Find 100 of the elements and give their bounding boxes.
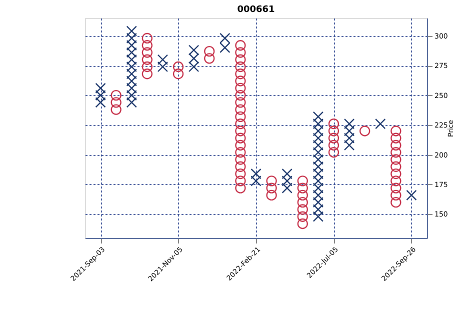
- point: [312, 176, 324, 186]
- point: [390, 190, 402, 201]
- point: [328, 118, 340, 130]
- point: [390, 168, 402, 180]
- point: [110, 104, 122, 115]
- point: [204, 53, 215, 64]
- point: [220, 42, 230, 54]
- point: [282, 176, 292, 186]
- point: [390, 154, 402, 165]
- point: [110, 97, 122, 108]
- point: [359, 126, 370, 136]
- point: [235, 161, 246, 172]
- point: [390, 176, 402, 186]
- point: [126, 40, 137, 51]
- point: [406, 190, 417, 201]
- point: [390, 182, 402, 194]
- point: [126, 68, 137, 80]
- point: [235, 111, 246, 122]
- point: [328, 147, 340, 158]
- point: [95, 97, 106, 108]
- point: [344, 140, 355, 151]
- point: [312, 147, 324, 158]
- point: [235, 61, 246, 72]
- point: [266, 176, 277, 186]
- point: [312, 182, 324, 194]
- point: [312, 168, 324, 180]
- point: [282, 182, 292, 194]
- point: [312, 154, 324, 165]
- point: [126, 90, 137, 101]
- point: [312, 111, 324, 122]
- point: [204, 46, 215, 57]
- point: [250, 176, 262, 186]
- point: [157, 61, 168, 72]
- point: [126, 47, 137, 58]
- point: [188, 44, 200, 56]
- point: [328, 140, 340, 151]
- point: [235, 76, 246, 86]
- point: [235, 118, 246, 130]
- point: [390, 196, 402, 208]
- point: [328, 132, 340, 144]
- point: [235, 168, 246, 180]
- point: [312, 126, 324, 136]
- point: [344, 126, 355, 136]
- point: [126, 97, 137, 108]
- point: [220, 32, 230, 44]
- point: [312, 161, 324, 172]
- point: [235, 90, 246, 101]
- point: [312, 132, 324, 144]
- point: [250, 168, 262, 180]
- point: [390, 140, 402, 151]
- point: [188, 53, 200, 64]
- point: [297, 176, 308, 186]
- point: [390, 147, 402, 158]
- point: [282, 168, 292, 180]
- point: [390, 126, 402, 136]
- point: [297, 190, 308, 201]
- point: [235, 104, 246, 115]
- point: [126, 54, 137, 65]
- point: [126, 82, 137, 94]
- point: [235, 126, 246, 136]
- point: [312, 196, 324, 208]
- point: [312, 190, 324, 201]
- point: [126, 32, 137, 44]
- point: [142, 54, 153, 65]
- point: [235, 154, 246, 165]
- point: [142, 40, 153, 51]
- point: [126, 76, 137, 86]
- point: [390, 161, 402, 172]
- point: [344, 118, 355, 130]
- point: [142, 68, 153, 80]
- point: [297, 204, 308, 215]
- point: [126, 26, 137, 36]
- point: [235, 176, 246, 186]
- point: [142, 32, 153, 44]
- point: [235, 132, 246, 144]
- point: [235, 54, 246, 65]
- point: [297, 196, 308, 208]
- point: [235, 97, 246, 108]
- point: [297, 218, 308, 230]
- point: [266, 190, 277, 201]
- point: [235, 140, 246, 151]
- point: [235, 68, 246, 80]
- point: [297, 182, 308, 194]
- point: [110, 90, 122, 101]
- point: [266, 182, 277, 194]
- chart-title: 000661: [237, 5, 275, 15]
- point: [172, 61, 184, 72]
- point: [95, 90, 106, 101]
- point: [312, 140, 324, 151]
- point: [142, 47, 153, 58]
- point: [188, 61, 200, 72]
- point: [344, 132, 355, 144]
- point: [235, 82, 246, 94]
- point: [312, 211, 324, 222]
- point: [328, 126, 340, 136]
- point: [126, 61, 137, 72]
- point: [95, 82, 106, 94]
- point: [235, 182, 246, 194]
- point: [312, 204, 324, 215]
- point: [157, 54, 168, 65]
